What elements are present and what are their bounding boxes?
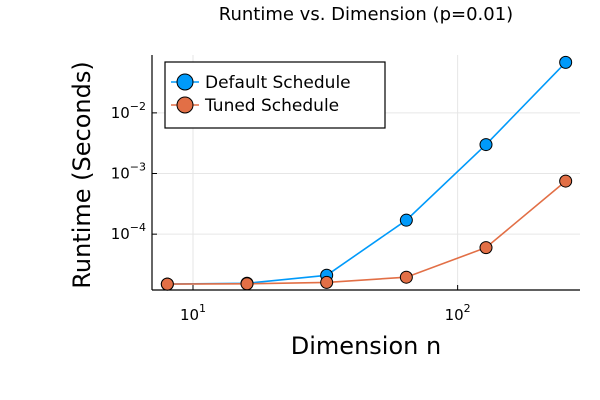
- data-point: [559, 55, 573, 69]
- y-tick-label: 10−2: [111, 100, 146, 122]
- series-line: [167, 180, 567, 285]
- legend: Default Schedule Tuned Schedule: [164, 61, 386, 129]
- legend-swatch-marker: [176, 96, 194, 114]
- x-tick-label: 101: [180, 302, 206, 324]
- data-point: [399, 213, 413, 227]
- y-tick-label: 10−4: [111, 221, 146, 243]
- data-point: [320, 275, 334, 289]
- data-point: [399, 270, 413, 284]
- series-tuned-schedule: [160, 174, 573, 291]
- legend-label: Default Schedule: [205, 73, 351, 93]
- data-point: [479, 138, 493, 152]
- y-axis-label: Runtime (Seconds): [68, 61, 96, 288]
- legend-label: Tuned Schedule: [204, 96, 339, 116]
- legend-swatch-marker: [176, 73, 194, 91]
- data-point: [240, 277, 254, 291]
- data-point: [559, 174, 573, 188]
- data-point: [160, 277, 174, 291]
- y-tick-label: 10−3: [111, 161, 146, 183]
- legend-box: [164, 61, 386, 129]
- series: [160, 55, 573, 291]
- data-point: [479, 241, 493, 255]
- x-tick-label: 102: [445, 302, 471, 324]
- x-axis-label: Dimension n: [291, 332, 441, 360]
- chart-title: Runtime vs. Dimension (p=0.01): [219, 4, 513, 25]
- ticks: 101 102 10−4 10−3 10−2: [111, 100, 471, 324]
- axes: [151, 55, 580, 291]
